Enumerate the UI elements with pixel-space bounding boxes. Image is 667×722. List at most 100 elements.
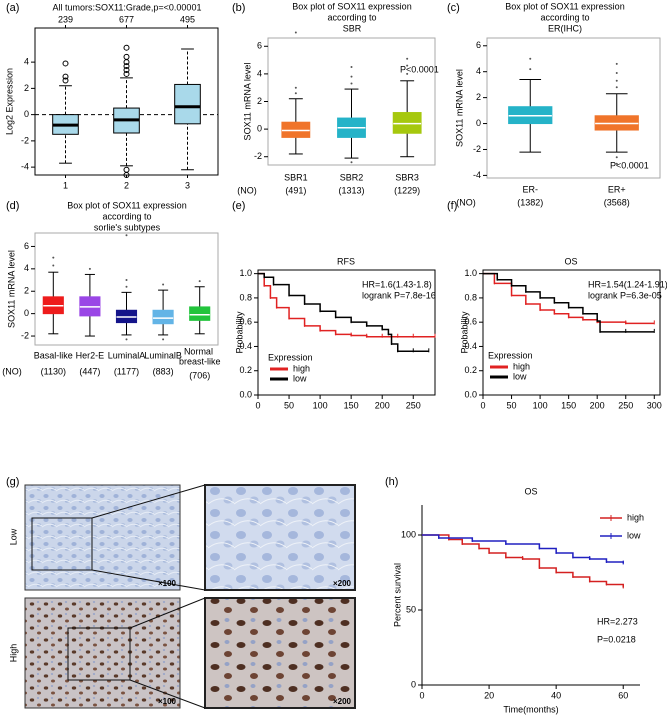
magnification: ×100 [158, 697, 177, 706]
box [174, 83, 201, 125]
x-axis-label: Time(months) [503, 704, 558, 714]
annotation: P=0.0218 [597, 634, 636, 644]
plot-frame [486, 37, 661, 179]
x-tick-label: 300 [647, 400, 662, 410]
legend-label: low [293, 373, 307, 383]
x-tick-label: ER- [523, 184, 539, 194]
y-tick-label: -2 [473, 144, 481, 154]
legend-title: Expression [488, 350, 533, 360]
x-tick-label: 20 [484, 690, 494, 700]
ihc-image-low-x200 [204, 484, 356, 591]
y-tick-label: 2 [24, 286, 29, 296]
y-axis-label: Percent survival [392, 563, 402, 627]
outlier [162, 283, 165, 286]
count-label: (706) [189, 370, 210, 380]
y-tick-label: 0 [257, 123, 262, 133]
chart-title: RFS [337, 256, 355, 266]
chart-title: OS [564, 256, 577, 266]
x-tick-label: 100 [533, 400, 548, 410]
chart-title: OS [524, 486, 537, 496]
x-tick-label: ER+ [608, 184, 626, 194]
outlier [615, 162, 618, 165]
panel-label: (a) [6, 2, 19, 14]
chart-title: sorlie's subtypes [94, 222, 161, 232]
y-tick-label: -2 [21, 135, 29, 145]
legend-label: high [627, 512, 644, 522]
outlier [52, 264, 55, 267]
outlier [52, 256, 55, 259]
outlier [123, 63, 130, 70]
outlier [125, 285, 128, 288]
x-tick-label: 0 [419, 690, 424, 700]
panel-label: (g) [6, 476, 19, 488]
x-tick-label: 1 [63, 180, 68, 190]
count-label: (1177) [114, 366, 139, 376]
x-tick-label: SBR2 [340, 172, 364, 182]
y-tick-label: 2 [476, 92, 481, 102]
count-row-label: (NO) [456, 197, 476, 207]
x-tick-label: LuminalB [144, 350, 182, 360]
y-tick-label: 1.0 [464, 268, 477, 278]
count-label: 677 [119, 14, 134, 24]
outlier [406, 64, 409, 67]
y-tick-label: 0.0 [464, 389, 477, 399]
outlier [406, 72, 409, 75]
count-label: (3568) [604, 197, 630, 207]
chart-title: according to [102, 211, 151, 221]
outlier [123, 67, 130, 73]
count-row-label: (NO) [2, 366, 22, 376]
x-tick-label: 50 [284, 400, 294, 410]
outlier [125, 234, 128, 237]
outlier [294, 86, 297, 89]
survival-curve [258, 272, 435, 338]
count-label: (883) [153, 366, 174, 376]
box [152, 309, 174, 325]
legend-label: low [627, 530, 641, 540]
legend-title: Expression [268, 352, 313, 362]
y-tick-label: 6 [257, 41, 262, 51]
count-label: (1313) [338, 185, 364, 195]
y-axis-label: SOX11 mRNA level [454, 69, 464, 147]
plot-frame [257, 269, 436, 396]
count-label: (491) [285, 185, 306, 195]
chart-title: SBR [343, 23, 362, 33]
x-tick-label: 0 [480, 400, 485, 410]
x-tick-label: SBR1 [284, 172, 308, 182]
y-axis-label: SOX11 mRNA level [6, 250, 16, 328]
outlier [529, 57, 532, 60]
x-tick-label: LuminalA [108, 350, 146, 360]
outlier [350, 75, 353, 78]
outlier [162, 338, 165, 341]
annotation: P<0.0001 [400, 64, 439, 74]
outlier [294, 31, 297, 34]
y-tick-label: 4 [476, 66, 481, 76]
zoom-box [31, 517, 93, 571]
zoom-connector [129, 679, 206, 709]
x-tick-label: Her2-E [76, 350, 105, 360]
outlier [406, 57, 409, 60]
chart-title: Box plot of SOX11 expression [292, 1, 411, 11]
y-tick-label: 0.8 [464, 292, 477, 302]
chart-title: Box plot of SOX11 expression [67, 200, 186, 210]
outlier [123, 53, 130, 60]
outlier [198, 280, 201, 283]
x-tick-label: Normal breast-like [179, 347, 221, 367]
annotation: HR=1.6(1.43-1.8) [362, 279, 432, 289]
x-tick-label: 0 [255, 400, 260, 410]
y-tick-label: 4 [257, 68, 262, 78]
panel-label: (c) [447, 2, 460, 14]
count-label: (447) [79, 366, 100, 376]
outlier [62, 77, 69, 84]
chart-title: according to [327, 12, 376, 22]
x-tick-label: SBR3 [395, 172, 419, 182]
y-axis-label: Probability [459, 311, 469, 354]
zoom-connector [91, 569, 206, 591]
chart-title: ER(IHC) [548, 23, 582, 33]
chart-title: according to [540, 12, 589, 22]
outlier [88, 267, 91, 270]
x-tick-label: 200 [375, 400, 390, 410]
ihc-image-low-x100 [24, 484, 181, 591]
survival-curve [422, 534, 624, 588]
outlier [615, 86, 618, 89]
y-tick-label: 0.0 [239, 389, 252, 399]
